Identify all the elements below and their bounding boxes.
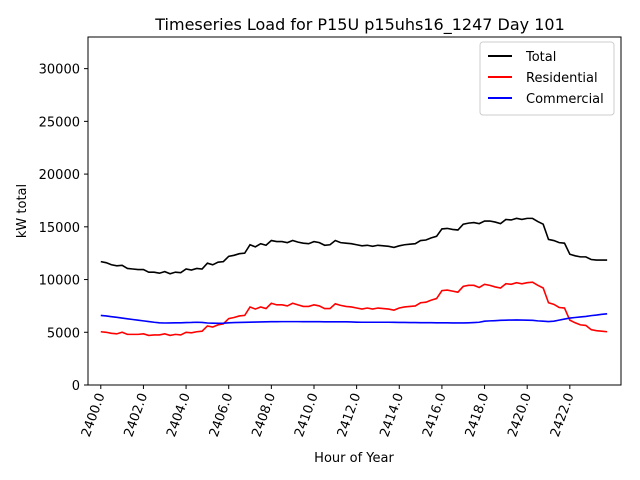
series-line-total [100,217,608,275]
series-line-commercial [100,313,608,325]
y-tick-label: 15000 [39,221,80,236]
y-tick-label: 25000 [39,115,80,130]
y-tick-label: 5000 [47,326,80,341]
y-tick-label: 20000 [39,168,80,183]
legend: Total Residential Commercial [479,41,615,116]
y-tick-label: 0 [72,379,80,394]
plot-frame [87,36,622,386]
legend-label-commercial: Commercial [526,92,604,107]
legend-label-total: Total [525,50,556,65]
plot-area [100,217,608,337]
y-axis: 0 5000 10000 15000 20000 25000 30000 [39,63,88,394]
y-tick-label: 10000 [39,274,80,289]
chart-title: Timeseries Load for P15U p15uhs16_1247 D… [154,15,565,35]
x-axis-label: Hour of Year [314,451,394,466]
y-axis-label: kW total [15,184,30,238]
y-tick-label: 30000 [39,63,80,78]
legend-label-residential: Residential [526,71,598,86]
legend-box [479,41,615,116]
series-line-residential [100,281,608,337]
